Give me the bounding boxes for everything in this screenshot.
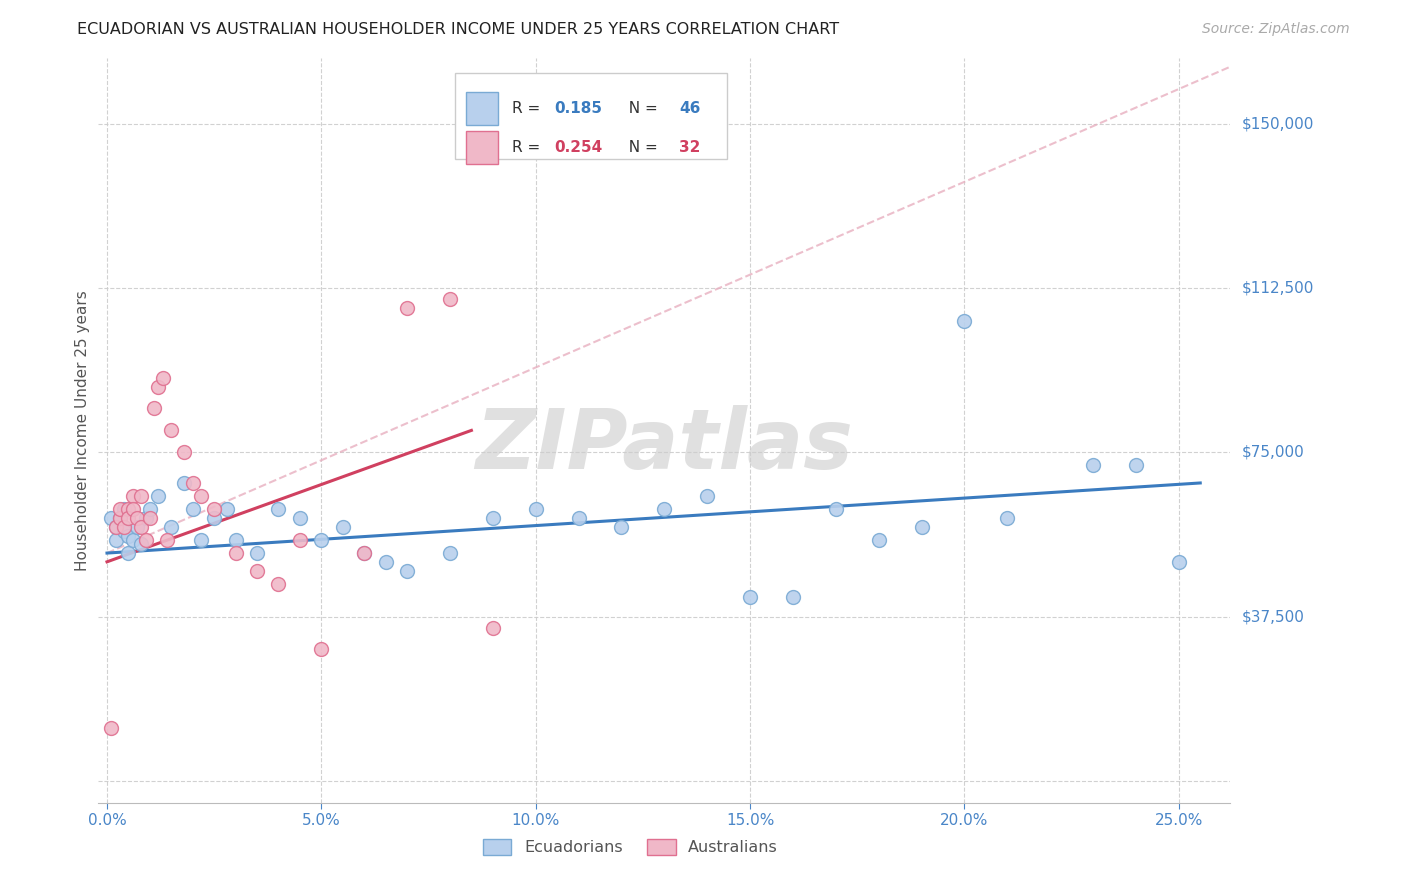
Point bbox=[148, 379, 170, 393]
Point bbox=[100, 721, 122, 735]
Point bbox=[125, 511, 148, 525]
Point bbox=[482, 511, 505, 525]
Point bbox=[173, 445, 195, 459]
Point bbox=[117, 528, 139, 542]
Point bbox=[225, 546, 247, 560]
Point bbox=[202, 502, 225, 516]
Point bbox=[288, 511, 311, 525]
Point bbox=[121, 533, 143, 547]
Point bbox=[374, 555, 396, 569]
Text: 0.254: 0.254 bbox=[554, 140, 603, 155]
Point bbox=[173, 475, 195, 490]
Point bbox=[1081, 458, 1104, 473]
Point bbox=[524, 502, 547, 516]
Point bbox=[148, 489, 170, 503]
Point bbox=[139, 502, 162, 516]
Point bbox=[652, 502, 676, 516]
Text: R =: R = bbox=[512, 102, 544, 116]
Point bbox=[121, 502, 143, 516]
Point bbox=[215, 502, 238, 516]
Point bbox=[117, 546, 139, 560]
Point bbox=[135, 533, 157, 547]
Text: 32: 32 bbox=[679, 140, 700, 155]
Point bbox=[190, 533, 212, 547]
Point bbox=[202, 511, 225, 525]
Point bbox=[143, 401, 166, 416]
Point bbox=[782, 590, 804, 604]
Point bbox=[117, 502, 139, 516]
Point bbox=[353, 546, 375, 560]
Point bbox=[1125, 458, 1147, 473]
Text: N =: N = bbox=[619, 102, 662, 116]
Point bbox=[610, 520, 633, 534]
Legend: Ecuadorians, Australians: Ecuadorians, Australians bbox=[477, 832, 785, 862]
Y-axis label: Householder Income Under 25 years: Householder Income Under 25 years bbox=[75, 290, 90, 571]
Point bbox=[696, 489, 718, 503]
Text: R =: R = bbox=[512, 140, 544, 155]
Text: ECUADORIAN VS AUSTRALIAN HOUSEHOLDER INCOME UNDER 25 YEARS CORRELATION CHART: ECUADORIAN VS AUSTRALIAN HOUSEHOLDER INC… bbox=[77, 22, 839, 37]
Point bbox=[104, 533, 127, 547]
Point bbox=[135, 511, 157, 525]
Text: $75,000: $75,000 bbox=[1241, 445, 1305, 459]
Text: Source: ZipAtlas.com: Source: ZipAtlas.com bbox=[1202, 22, 1350, 37]
Point bbox=[108, 502, 131, 516]
Point bbox=[824, 502, 846, 516]
Point bbox=[160, 424, 183, 438]
Point bbox=[267, 576, 290, 591]
Point bbox=[267, 502, 290, 516]
Point bbox=[225, 533, 247, 547]
Point bbox=[129, 520, 152, 534]
Text: ZIPatlas: ZIPatlas bbox=[475, 405, 853, 486]
Point bbox=[108, 511, 131, 525]
Point bbox=[396, 301, 419, 315]
Point bbox=[1167, 555, 1189, 569]
Text: $37,500: $37,500 bbox=[1241, 609, 1305, 624]
Point bbox=[439, 546, 461, 560]
Point bbox=[108, 511, 131, 525]
Point bbox=[112, 502, 135, 516]
Text: $112,500: $112,500 bbox=[1241, 280, 1313, 295]
Point bbox=[396, 564, 419, 578]
Point bbox=[995, 511, 1018, 525]
Point bbox=[246, 564, 269, 578]
Point bbox=[104, 520, 127, 534]
Point bbox=[129, 489, 152, 503]
Text: $150,000: $150,000 bbox=[1241, 116, 1313, 131]
Point bbox=[953, 314, 976, 328]
Point bbox=[181, 475, 204, 490]
Point bbox=[332, 520, 354, 534]
Point bbox=[152, 371, 174, 385]
Point bbox=[160, 520, 183, 534]
FancyBboxPatch shape bbox=[467, 131, 498, 164]
Point bbox=[100, 511, 122, 525]
Point bbox=[112, 524, 135, 538]
Point bbox=[121, 489, 143, 503]
Point bbox=[112, 520, 135, 534]
Point bbox=[353, 546, 375, 560]
Point bbox=[246, 546, 269, 560]
Point bbox=[311, 642, 333, 657]
Point bbox=[181, 502, 204, 516]
Point bbox=[190, 489, 212, 503]
Point bbox=[288, 533, 311, 547]
Point bbox=[439, 292, 461, 306]
Point bbox=[910, 520, 932, 534]
Text: 0.185: 0.185 bbox=[554, 102, 603, 116]
Point bbox=[868, 533, 890, 547]
Point bbox=[482, 621, 505, 635]
Point bbox=[156, 533, 179, 547]
Point bbox=[129, 537, 152, 551]
Point bbox=[117, 511, 139, 525]
FancyBboxPatch shape bbox=[467, 93, 498, 125]
Point bbox=[311, 533, 333, 547]
Point bbox=[568, 511, 591, 525]
Text: N =: N = bbox=[619, 140, 662, 155]
Point bbox=[139, 511, 162, 525]
Point bbox=[125, 520, 148, 534]
Point bbox=[738, 590, 761, 604]
Text: 46: 46 bbox=[679, 102, 700, 116]
FancyBboxPatch shape bbox=[456, 73, 727, 159]
Point bbox=[104, 520, 127, 534]
